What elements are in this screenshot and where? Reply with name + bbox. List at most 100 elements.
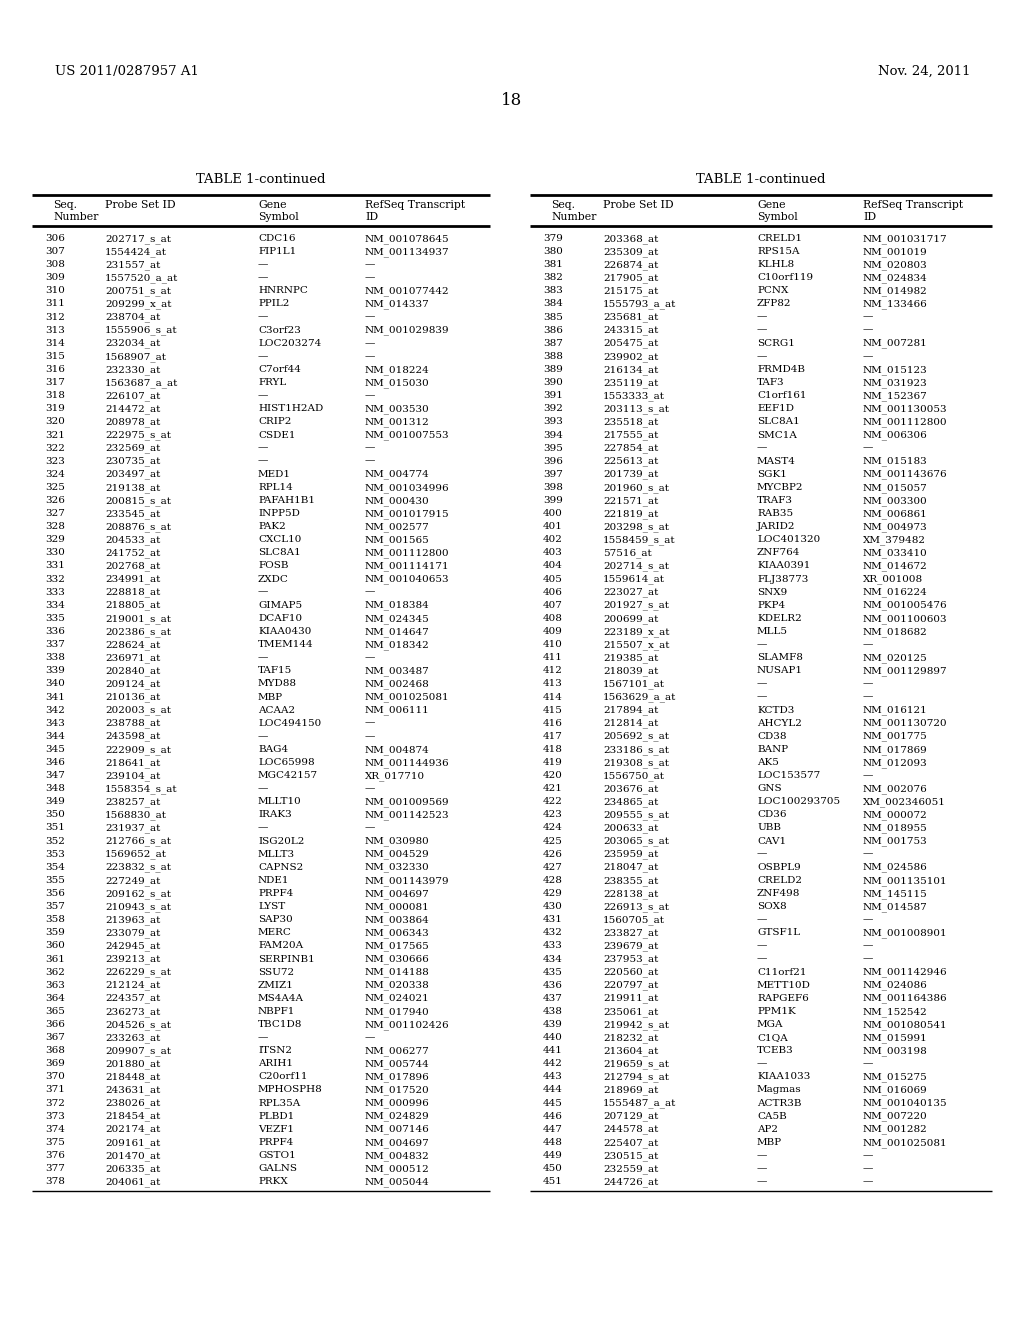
Text: PRKX: PRKX <box>258 1177 288 1187</box>
Text: 341: 341 <box>45 693 65 701</box>
Text: 420: 420 <box>543 771 563 780</box>
Text: 374: 374 <box>45 1125 65 1134</box>
Text: NM_017520: NM_017520 <box>365 1085 430 1096</box>
Text: 325: 325 <box>45 483 65 492</box>
Text: 203497_at: 203497_at <box>105 470 161 479</box>
Text: 1555793_a_at: 1555793_a_at <box>603 300 677 309</box>
Text: 349: 349 <box>45 797 65 807</box>
Text: 394: 394 <box>543 430 563 440</box>
Text: AK5: AK5 <box>757 758 779 767</box>
Text: —: — <box>757 1151 767 1160</box>
Text: —: — <box>863 352 873 360</box>
Text: 408: 408 <box>543 614 563 623</box>
Text: —: — <box>757 313 767 322</box>
Text: SLC8A1: SLC8A1 <box>258 548 301 557</box>
Text: 350: 350 <box>45 810 65 820</box>
Text: NM_001142946: NM_001142946 <box>863 968 947 977</box>
Text: PAK2: PAK2 <box>258 523 286 531</box>
Text: 208876_s_at: 208876_s_at <box>105 523 171 532</box>
Text: —: — <box>258 352 268 360</box>
Text: NM_001040135: NM_001040135 <box>863 1098 947 1109</box>
Text: 395: 395 <box>543 444 563 453</box>
Text: 239679_at: 239679_at <box>603 941 658 952</box>
Text: NM_015991: NM_015991 <box>863 1034 928 1043</box>
Text: —: — <box>757 850 767 859</box>
Text: C7orf44: C7orf44 <box>258 366 301 374</box>
Text: —: — <box>757 693 767 701</box>
Text: NM_018224: NM_018224 <box>365 366 430 375</box>
Text: 1560705_at: 1560705_at <box>603 915 665 925</box>
Text: NBPF1: NBPF1 <box>258 1007 295 1016</box>
Text: 241752_at: 241752_at <box>105 548 161 558</box>
Text: GALNS: GALNS <box>258 1164 297 1173</box>
Text: JARID2: JARID2 <box>757 523 796 531</box>
Text: 204061_at: 204061_at <box>105 1177 161 1187</box>
Text: 352: 352 <box>45 837 65 846</box>
Text: 331: 331 <box>45 561 65 570</box>
Text: FAM20A: FAM20A <box>258 941 303 950</box>
Text: 324: 324 <box>45 470 65 479</box>
Text: RAB35: RAB35 <box>757 510 794 517</box>
Text: —: — <box>863 1164 873 1173</box>
Text: 421: 421 <box>543 784 563 793</box>
Text: 212814_at: 212814_at <box>603 718 658 729</box>
Text: 220560_at: 220560_at <box>603 968 658 977</box>
Text: 391: 391 <box>543 391 563 400</box>
Text: 220797_at: 220797_at <box>603 981 658 990</box>
Text: NM_014337: NM_014337 <box>365 300 430 309</box>
Text: 222975_s_at: 222975_s_at <box>105 430 171 440</box>
Text: 344: 344 <box>45 731 65 741</box>
Text: LOC494150: LOC494150 <box>258 718 322 727</box>
Text: NM_001034996: NM_001034996 <box>365 483 450 492</box>
Text: 363: 363 <box>45 981 65 990</box>
Text: —: — <box>757 326 767 335</box>
Text: MYD88: MYD88 <box>258 680 297 689</box>
Text: 226107_at: 226107_at <box>105 391 161 401</box>
Text: 424: 424 <box>543 824 563 833</box>
Text: NM_001008901: NM_001008901 <box>863 928 947 939</box>
Text: Nov. 24, 2011: Nov. 24, 2011 <box>878 65 970 78</box>
Text: GNS: GNS <box>757 784 781 793</box>
Text: NM_030666: NM_030666 <box>365 954 430 964</box>
Text: NM_014188: NM_014188 <box>365 968 430 977</box>
Text: —: — <box>258 444 268 453</box>
Text: 232559_at: 232559_at <box>603 1164 658 1173</box>
Text: —: — <box>757 1177 767 1187</box>
Text: 314: 314 <box>45 339 65 347</box>
Text: MBP: MBP <box>757 1138 782 1147</box>
Text: NM_001025081: NM_001025081 <box>863 1138 947 1147</box>
Text: 235681_at: 235681_at <box>603 313 658 322</box>
Text: NM_007281: NM_007281 <box>863 339 928 348</box>
Text: 342: 342 <box>45 706 65 714</box>
Text: NM_003487: NM_003487 <box>365 667 430 676</box>
Text: 202386_s_at: 202386_s_at <box>105 627 171 636</box>
Text: KIAA1033: KIAA1033 <box>757 1072 810 1081</box>
Text: 217555_at: 217555_at <box>603 430 658 440</box>
Text: 422: 422 <box>543 797 563 807</box>
Text: 430: 430 <box>543 902 563 911</box>
Text: RPL14: RPL14 <box>258 483 293 492</box>
Text: 396: 396 <box>543 457 563 466</box>
Text: SLAMF8: SLAMF8 <box>757 653 803 663</box>
Text: KCTD3: KCTD3 <box>757 706 795 714</box>
Text: SAP30: SAP30 <box>258 915 293 924</box>
Text: —: — <box>365 731 376 741</box>
Text: 233079_at: 233079_at <box>105 928 161 939</box>
Text: NM_001077442: NM_001077442 <box>365 286 450 296</box>
Text: ZMIZ1: ZMIZ1 <box>258 981 294 990</box>
Text: NM_004774: NM_004774 <box>365 470 430 479</box>
Text: 339: 339 <box>45 667 65 676</box>
Text: 351: 351 <box>45 824 65 833</box>
Text: 309: 309 <box>45 273 65 282</box>
Text: 306: 306 <box>45 234 65 243</box>
Text: NM_001130053: NM_001130053 <box>863 404 947 414</box>
Text: 393: 393 <box>543 417 563 426</box>
Text: 235061_at: 235061_at <box>603 1007 658 1016</box>
Text: MERC: MERC <box>258 928 292 937</box>
Text: NM_001019: NM_001019 <box>863 247 928 257</box>
Text: MAST4: MAST4 <box>757 457 796 466</box>
Text: 202717_s_at: 202717_s_at <box>105 234 171 244</box>
Text: 435: 435 <box>543 968 563 977</box>
Text: 1568907_at: 1568907_at <box>105 352 167 362</box>
Text: NM_001112800: NM_001112800 <box>365 548 450 558</box>
